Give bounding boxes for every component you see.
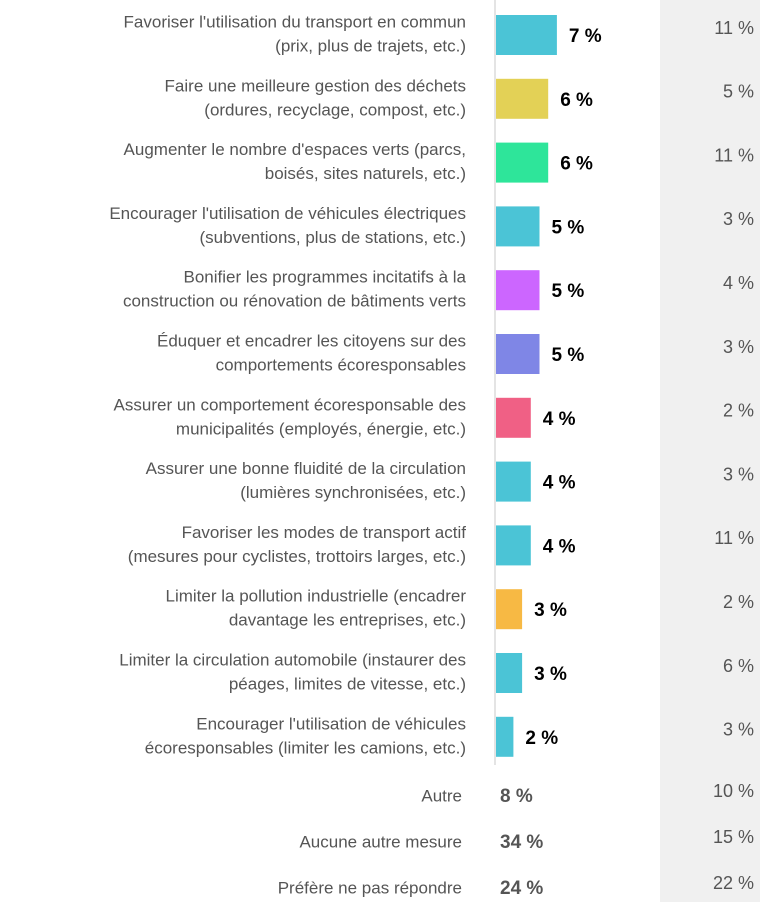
value-label: 24 %: [500, 878, 543, 899]
category-label: Limiter la pollution industrielle (encad…: [166, 587, 467, 606]
category-label: Favoriser les modes de transport actif: [182, 523, 467, 542]
category-label: Favoriser l'utilisation du transport en …: [124, 12, 466, 31]
comparison-label: 3 %: [723, 720, 754, 740]
comparison-label: 5 %: [723, 82, 754, 102]
bar: [496, 589, 523, 630]
category-label: Bonifier les programmes incitatifs à la: [183, 268, 466, 287]
category-label: Encourager l'utilisation de véhicules: [196, 714, 466, 733]
bar: [496, 78, 549, 119]
bar: [496, 206, 540, 247]
value-label: 7 %: [569, 26, 602, 47]
comparison-label: 22 %: [713, 873, 754, 893]
comparison-label: 3 %: [723, 209, 754, 229]
bar: [496, 653, 523, 693]
category-label: (ordures, recyclage, compost, etc.): [204, 100, 466, 119]
category-label: (prix, plus de trajets, etc.): [275, 36, 466, 55]
category-label: Augmenter le nombre d'espaces verts (par…: [124, 140, 466, 159]
category-label: Aucune autre mesure: [299, 832, 462, 851]
comparison-label: 11 %: [714, 18, 754, 38]
category-label: construction ou rénovation de bâtiments …: [123, 292, 466, 311]
comparison-label: 3 %: [723, 464, 754, 484]
value-label: 2 %: [525, 728, 558, 749]
category-label: Préfère ne pas répondre: [278, 878, 462, 897]
comparison-label: 4 %: [723, 273, 754, 293]
value-label: 6 %: [560, 154, 593, 175]
category-label: (mesures pour cyclistes, trottoirs large…: [128, 547, 466, 566]
bar: [496, 397, 531, 438]
category-label: Limiter la circulation automobile (insta…: [119, 650, 466, 669]
category-label: Autre: [421, 786, 462, 805]
value-label: 5 %: [552, 345, 585, 366]
comparison-column: [660, 0, 760, 902]
bar: [496, 142, 549, 183]
comparison-label: 15 %: [713, 827, 754, 847]
category-label: comportements écoresponsables: [216, 355, 466, 374]
category-label: Assurer un comportement écoresponsable d…: [114, 395, 466, 414]
bar: [496, 525, 531, 566]
value-label: 34 %: [500, 832, 543, 853]
value-label: 3 %: [534, 600, 567, 621]
value-label: 5 %: [552, 217, 585, 238]
category-label: boisés, sites naturels, etc.): [265, 164, 466, 183]
value-label: 6 %: [560, 90, 593, 111]
value-label: 5 %: [552, 281, 585, 302]
value-label: 3 %: [534, 664, 567, 685]
comparison-label: 11 %: [714, 528, 754, 548]
bar: [496, 716, 514, 757]
bar: [496, 15, 557, 55]
category-label: Assurer une bonne fluidité de la circula…: [146, 459, 466, 478]
comparison-label: 10 %: [713, 781, 754, 801]
category-label: (subventions, plus de stations, etc.): [200, 228, 466, 247]
value-label: 4 %: [543, 473, 576, 494]
comparison-label: 11 %: [714, 145, 754, 165]
value-label: 4 %: [543, 536, 576, 557]
category-label: davantage les entreprises, etc.): [229, 611, 466, 630]
category-label: Éduquer et encadrer les citoyens sur des: [157, 331, 466, 350]
bar: [496, 270, 540, 311]
comparison-label: 3 %: [723, 337, 754, 357]
comparison-label: 2 %: [723, 592, 754, 612]
category-label: municipalités (employés, énergie, etc.): [176, 419, 466, 438]
bar: [496, 334, 540, 374]
bar: [496, 461, 531, 502]
category-label: péages, limites de vitesse, etc.): [229, 674, 466, 693]
comparison-label: 6 %: [723, 656, 754, 676]
category-label: Encourager l'utilisation de véhicules él…: [109, 204, 466, 223]
category-label: Faire une meilleure gestion des déchets: [165, 76, 466, 95]
value-label: 8 %: [500, 786, 533, 807]
comparison-label: 2 %: [723, 401, 754, 421]
category-label: écoresponsables (limiter les camions, et…: [145, 738, 466, 757]
value-label: 4 %: [543, 409, 576, 430]
category-label: (lumières synchronisées, etc.): [240, 483, 466, 502]
